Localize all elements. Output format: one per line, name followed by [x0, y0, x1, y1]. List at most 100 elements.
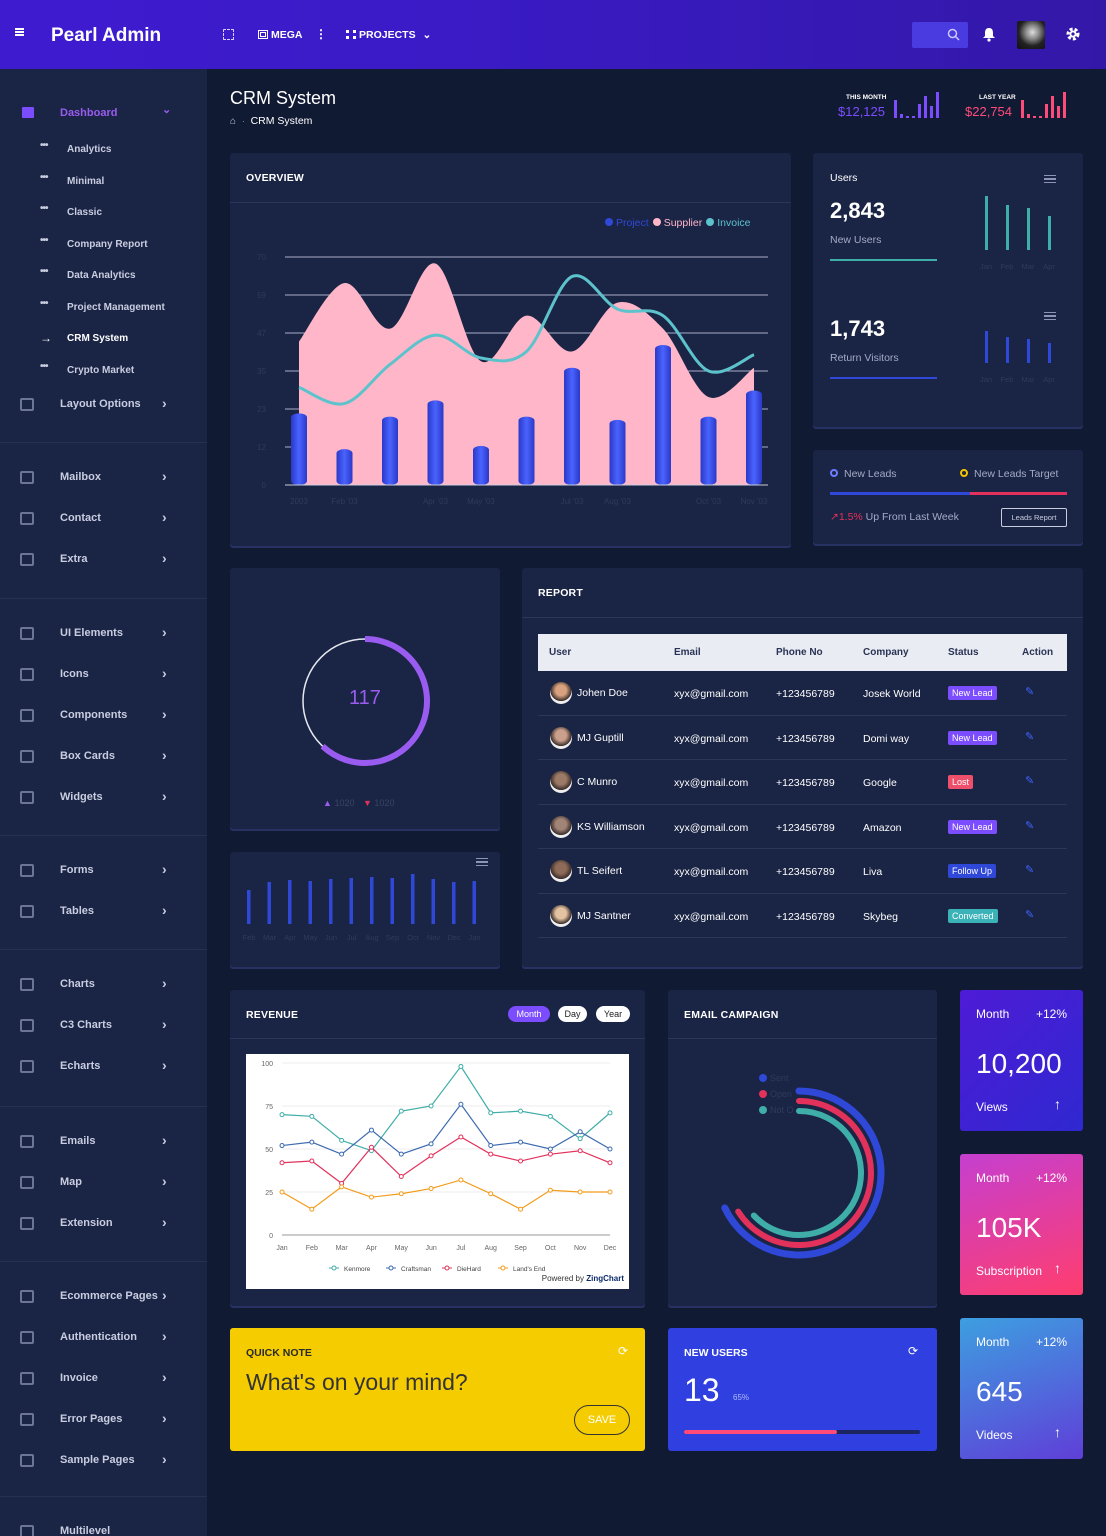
- mega-menu[interactable]: MEGA: [258, 29, 303, 41]
- sidebar-item[interactable]: Widgets ›: [0, 788, 207, 808]
- refresh-icon[interactable]: ⟳: [908, 1344, 919, 1358]
- supplier-area: [299, 263, 754, 485]
- sidebar-item[interactable]: Mailbox ›: [0, 468, 207, 488]
- arrow-up-icon[interactable]: ↑: [1054, 1424, 1061, 1440]
- revenue-tab-month[interactable]: Month: [508, 1006, 550, 1022]
- sidebar-item[interactable]: Multilevel: [0, 1522, 207, 1536]
- table-row[interactable]: MJ Santner xyx@gmail.com +123456789 Skybeg C…: [538, 894, 1067, 938]
- sidebar-item[interactable]: Box Cards ›: [0, 747, 207, 767]
- mini-bar: [288, 880, 292, 924]
- sidebar-subitem[interactable]: → CRM System: [40, 331, 200, 347]
- sidebar-item[interactable]: Icons ›: [0, 665, 207, 685]
- edit-icon[interactable]: ✎: [1025, 864, 1035, 876]
- menu-icon[interactable]: [15, 28, 24, 36]
- sidebar-item[interactable]: Contact ›: [0, 509, 207, 529]
- edit-icon[interactable]: ✎: [1025, 819, 1035, 832]
- topbar: Pearl Admin MEGA ⋮ PROJECTS ⌄: [0, 0, 1106, 69]
- sidebar-item[interactable]: Layout Options ›: [0, 395, 207, 415]
- sidebar-item[interactable]: Ecommerce Pages ›: [0, 1287, 207, 1307]
- table-row[interactable]: MJ Guptill xyx@gmail.com +123456789 Domi wa…: [538, 716, 1067, 760]
- more-vertical-icon[interactable]: ⋮: [315, 27, 327, 41]
- revenue-series-line: [281, 1136, 611, 1185]
- sidebar-item[interactable]: Invoice ›: [0, 1369, 207, 1389]
- table-row[interactable]: TL Seifert xyx@gmail.com +123456789 Liva Fol…: [538, 849, 1067, 894]
- x-tick-label: Oct: [545, 1245, 556, 1252]
- sidebar-item[interactable]: UI Elements ›: [0, 624, 207, 644]
- projects-menu[interactable]: PROJECTS ⌄: [346, 29, 431, 41]
- sidebar-item[interactable]: C3 Charts ›: [0, 1016, 207, 1036]
- mini-bar-label: Feb: [243, 933, 256, 942]
- avatar: [550, 904, 572, 927]
- menu-icon[interactable]: [1044, 175, 1056, 183]
- bell-icon[interactable]: [982, 27, 996, 42]
- brush-icon: [20, 668, 34, 681]
- table-row[interactable]: Johen Doe xyx@gmail.com +123456789 Josek Wo…: [538, 671, 1067, 716]
- sidebar-item-dashboard[interactable]: Dashboard ⌄: [0, 104, 207, 124]
- sidebar-item[interactable]: Extra ›: [0, 550, 207, 570]
- sidebar-subitem-label: Minimal: [67, 175, 105, 187]
- legend-item[interactable]: Supplier: [652, 217, 703, 229]
- sidebar-subitem-label: CRM System: [67, 333, 129, 344]
- sidebar-item[interactable]: Emails ›: [0, 1132, 207, 1152]
- pen-icon: [20, 1372, 34, 1385]
- revenue-tab-year[interactable]: Year: [596, 1006, 630, 1022]
- status-badge: New Lead: [948, 730, 997, 745]
- sidebar-item-label: Extra: [60, 553, 88, 565]
- spark-bar: [1027, 114, 1030, 118]
- sidebar-item[interactable]: Forms ›: [0, 861, 207, 881]
- menu-icon[interactable]: [476, 858, 488, 866]
- sidebar-item[interactable]: Extension ›: [0, 1214, 207, 1234]
- refresh-icon[interactable]: ⟳: [618, 1344, 629, 1358]
- layers-icon: [20, 1525, 34, 1536]
- revenue-point: [279, 1189, 285, 1195]
- sidebar-item[interactable]: Authentication ›: [0, 1328, 207, 1348]
- sidebar-item[interactable]: Error Pages ›: [0, 1410, 207, 1430]
- arrow-up-icon[interactable]: ↑: [1054, 1260, 1061, 1276]
- legend-swatch-dot: [444, 1265, 450, 1271]
- sidebar-item[interactable]: Components ›: [0, 706, 207, 726]
- sidebar-subitem[interactable]: ••• Classic: [40, 203, 200, 221]
- y-tick-label: 0: [262, 481, 267, 490]
- legend-label: Open: [770, 1089, 792, 1099]
- brand-name[interactable]: Pearl Admin: [51, 25, 162, 46]
- legend-item[interactable]: Project: [605, 217, 649, 229]
- sidebar-item[interactable]: Sample Pages ›: [0, 1451, 207, 1471]
- gear-icon[interactable]: [1065, 26, 1081, 42]
- spark-bar: [1045, 104, 1048, 118]
- sidebar-subitem[interactable]: ••• Project Management: [40, 298, 200, 316]
- revenue-point: [547, 1113, 553, 1119]
- edit-icon[interactable]: ✎: [1025, 775, 1035, 787]
- sidebar-item[interactable]: Map ›: [0, 1173, 207, 1193]
- edit-icon[interactable]: ✎: [1025, 730, 1035, 743]
- sidebar-subitem[interactable]: ••• Minimal: [40, 172, 200, 190]
- sidebar-item[interactable]: Echarts ›: [0, 1057, 207, 1077]
- sidebar-subitem[interactable]: ••• Crypto Market: [40, 361, 200, 379]
- edit-icon[interactable]: ✎: [1025, 686, 1035, 698]
- image-icon: [20, 791, 34, 804]
- table-row[interactable]: C Munro xyx@gmail.com +123456789 Google Lost…: [538, 760, 1067, 805]
- sidebar-subitem[interactable]: ••• Data Analytics: [40, 266, 200, 284]
- sidebar-subitem[interactable]: ••• Company Report: [40, 235, 200, 253]
- fullscreen-icon[interactable]: [223, 29, 234, 40]
- legend-item[interactable]: Invoice: [706, 217, 751, 229]
- overview-legend: Project Supplier Invoice: [605, 217, 755, 229]
- users-bar: [1006, 205, 1009, 250]
- arrow-up-icon[interactable]: ↑: [1054, 1096, 1061, 1112]
- sidebar-subitem[interactable]: ••• Analytics: [40, 140, 200, 158]
- legend-label: Supplier: [663, 217, 703, 229]
- search-box[interactable]: [912, 22, 968, 48]
- avatar[interactable]: [1017, 21, 1045, 49]
- sidebar-item[interactable]: Tables ›: [0, 902, 207, 922]
- leads-report-button[interactable]: Leads Report: [1001, 508, 1067, 527]
- quick-note-input[interactable]: What's on your mind?: [246, 1369, 468, 1395]
- table-row[interactable]: KS Williamson xyx@gmail.com +123456789 Amaz…: [538, 805, 1067, 849]
- edit-icon[interactable]: ✎: [1025, 908, 1035, 921]
- revenue-point: [577, 1129, 583, 1135]
- legend-dot: [605, 218, 613, 226]
- save-button[interactable]: SAVE: [574, 1405, 630, 1435]
- revenue-tab-day[interactable]: Day: [558, 1006, 587, 1022]
- sidebar-item[interactable]: Charts ›: [0, 975, 207, 995]
- menu-icon[interactable]: [1044, 312, 1056, 320]
- dots-icon: •••: [40, 203, 48, 214]
- home-icon[interactable]: ⌂: [230, 116, 237, 127]
